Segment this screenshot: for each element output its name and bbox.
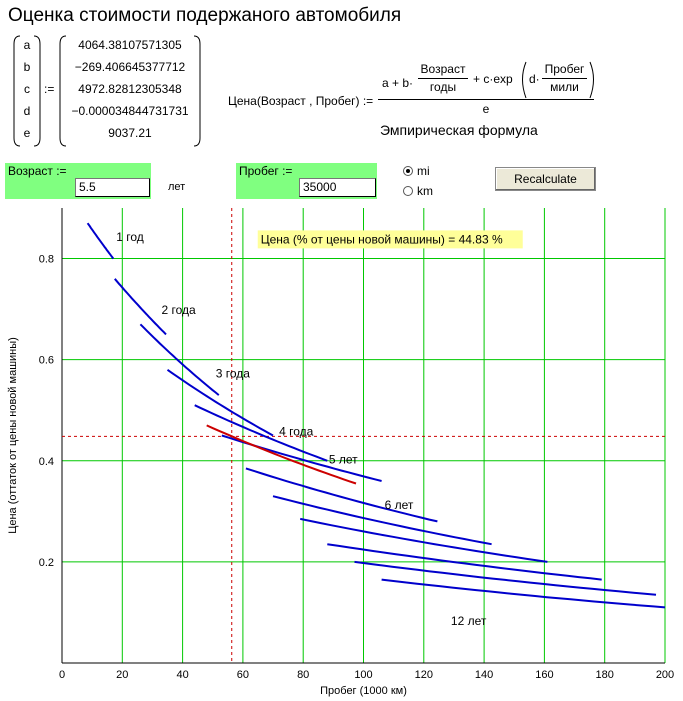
formula-mileage-numerator: Пробег bbox=[544, 62, 585, 76]
coef-label-e: e bbox=[23, 126, 31, 140]
x-tick-label: 0 bbox=[59, 669, 65, 681]
x-tick-label: 100 bbox=[354, 669, 372, 681]
age-label: Возраст := bbox=[8, 164, 67, 178]
coef-label-b: b bbox=[23, 60, 31, 74]
formula-age-fraction-bar bbox=[418, 78, 468, 79]
radio-selected-icon[interactable] bbox=[403, 166, 413, 176]
y-tick-label: 0.4 bbox=[39, 456, 54, 468]
y-axis-label: Цена (оттаток от цены новой машины) bbox=[7, 337, 19, 534]
price-chart: 0 20 40 60 80 100 120 140 160 180 200 0.2 0.4 0.6 0.8 П… bbox=[7, 208, 674, 697]
x-tick-label: 40 bbox=[176, 669, 188, 681]
age-unit: лет bbox=[168, 181, 186, 193]
coef-label-c: c bbox=[24, 82, 30, 96]
y-tick-label: 0.6 bbox=[39, 355, 54, 367]
series-line-3 bbox=[139, 323, 220, 396]
unit-option-mi-label: mi bbox=[417, 164, 430, 178]
series-line-5 bbox=[194, 404, 328, 462]
y-tick-label: 0.8 bbox=[39, 254, 54, 266]
curve-label: 5 лет bbox=[329, 452, 358, 466]
series-line-7 bbox=[206, 424, 357, 485]
formula-mileage-fraction-bar bbox=[542, 78, 587, 79]
unit-option-mi[interactable]: mi bbox=[403, 164, 430, 178]
formula-exp-parens bbox=[522, 61, 594, 99]
coef-value-d: −0.000034844731731 bbox=[71, 104, 189, 118]
series-line-2 bbox=[114, 278, 167, 336]
formula-lhs: Цена(Возраст , Пробег) := bbox=[228, 94, 374, 108]
recalculate-button[interactable]: Recalculate bbox=[495, 167, 596, 191]
mileage-label: Пробег := bbox=[239, 164, 293, 178]
y-tick-label: 0.2 bbox=[39, 557, 54, 569]
formula-age-numerator: Возраст bbox=[420, 62, 466, 76]
series-line-13 bbox=[381, 578, 666, 609]
curve-label: 2 года bbox=[161, 303, 196, 317]
age-input[interactable]: 5.5 bbox=[75, 178, 150, 197]
formula-denominator: e bbox=[482, 102, 490, 116]
x-tick-label: 200 bbox=[656, 669, 674, 681]
coef-value-e: 9037.21 bbox=[108, 126, 152, 140]
series-line-12 bbox=[354, 560, 657, 596]
x-tick-label: 140 bbox=[475, 669, 493, 681]
x-tick-label: 120 bbox=[415, 669, 433, 681]
coefficient-vector: a b c d e := 4064.38107571305 −269.40664… bbox=[12, 34, 202, 149]
formula-age-denominator: годы bbox=[429, 80, 457, 94]
curve-label: 4 года bbox=[279, 425, 314, 439]
curve-label: 12 лет bbox=[451, 614, 487, 628]
series-line-11 bbox=[327, 543, 602, 581]
formula-d: d· bbox=[529, 72, 540, 86]
series-line-4 bbox=[166, 368, 274, 437]
label-brackets bbox=[13, 35, 41, 147]
mileage-panel: Пробег := 35000 bbox=[236, 163, 377, 199]
coef-label-a: a bbox=[23, 38, 31, 52]
unit-option-km-label: km bbox=[417, 184, 433, 198]
series-line-8 bbox=[245, 467, 438, 523]
coef-value-b: −269.406645377712 bbox=[74, 60, 186, 74]
curve-label: 6 лет bbox=[385, 498, 414, 512]
series-line-1 bbox=[86, 222, 115, 260]
unit-option-km[interactable]: km bbox=[403, 184, 433, 198]
price-annotation: Цена (% от цены новой машины) = 44.83 % bbox=[261, 232, 503, 246]
curve-label: 3 года bbox=[216, 366, 251, 380]
series-line-9 bbox=[272, 495, 492, 546]
formula-main-fraction-bar bbox=[378, 99, 594, 100]
x-axis-label: Пробег (1000 км) bbox=[320, 685, 407, 697]
formula-a-plus-b: a + b· bbox=[382, 76, 414, 90]
mileage-input[interactable]: 35000 bbox=[299, 178, 376, 197]
formula-caption: Эмпирическая формула bbox=[380, 122, 538, 138]
x-tick-label: 60 bbox=[237, 669, 249, 681]
coef-value-c: 4972.82812305348 bbox=[78, 82, 182, 96]
value-brackets bbox=[59, 35, 201, 147]
coef-value-a: 4064.38107571305 bbox=[78, 38, 182, 52]
price-formula: Цена(Возраст , Пробег) := a + b· Возраст… bbox=[228, 50, 608, 140]
x-tick-label: 80 bbox=[297, 669, 309, 681]
x-tick-label: 160 bbox=[535, 669, 553, 681]
age-panel: Возраст := 5.5 bbox=[5, 163, 151, 199]
page-title: Оценка стоимости подержаного автомобиля bbox=[8, 5, 402, 26]
x-tick-label: 20 bbox=[116, 669, 128, 681]
curve-label: 1 год bbox=[116, 230, 144, 244]
formula-plus-c-exp: + c·exp bbox=[473, 72, 513, 86]
x-tick-label: 180 bbox=[596, 669, 614, 681]
assign-operator: := bbox=[44, 82, 55, 96]
radio-unselected-icon[interactable] bbox=[403, 186, 413, 196]
coef-label-d: d bbox=[23, 104, 31, 118]
series-line-10 bbox=[300, 517, 548, 563]
price-annotation-box bbox=[257, 230, 523, 249]
formula-mileage-denominator: мили bbox=[550, 80, 579, 94]
